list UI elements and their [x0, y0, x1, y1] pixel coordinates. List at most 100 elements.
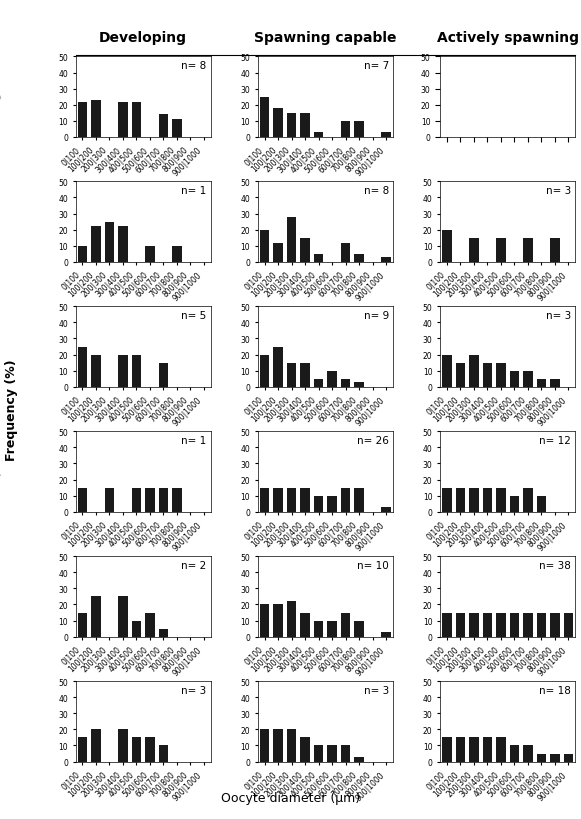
Bar	[550, 379, 560, 387]
Bar	[469, 613, 479, 637]
Bar	[274, 109, 283, 138]
Bar	[442, 230, 451, 263]
Bar	[314, 379, 324, 387]
Text: Developing: Developing	[99, 31, 187, 45]
Bar	[159, 488, 168, 512]
Bar	[260, 730, 270, 762]
Bar	[91, 355, 101, 387]
Bar	[131, 621, 141, 637]
Bar	[537, 379, 546, 387]
Bar	[523, 371, 533, 387]
Bar	[381, 507, 391, 512]
Bar	[91, 730, 101, 762]
Bar	[159, 629, 168, 637]
Bar	[469, 355, 479, 387]
Bar	[496, 363, 505, 387]
Bar	[314, 496, 324, 512]
Bar	[145, 613, 155, 637]
Bar	[564, 753, 573, 762]
Bar	[354, 382, 364, 387]
Bar	[354, 488, 364, 512]
Bar	[314, 133, 324, 138]
Bar	[483, 363, 492, 387]
Bar	[131, 102, 141, 138]
Bar	[327, 745, 337, 762]
Bar	[105, 488, 114, 512]
Bar	[496, 613, 505, 637]
Text: n= 8: n= 8	[364, 186, 389, 196]
Bar	[381, 133, 391, 138]
Bar	[354, 621, 364, 637]
Bar	[327, 496, 337, 512]
Bar	[77, 247, 87, 263]
Bar	[550, 613, 560, 637]
Bar	[118, 730, 127, 762]
Text: Dec/10: Dec/10	[0, 341, 1, 354]
Bar	[260, 604, 270, 637]
Text: n= 3: n= 3	[546, 186, 571, 196]
Bar	[442, 613, 451, 637]
Text: n= 5: n= 5	[181, 311, 206, 321]
Bar	[77, 102, 87, 138]
Bar	[483, 738, 492, 762]
Text: Frequency (%): Frequency (%)	[5, 359, 18, 460]
Bar	[91, 597, 101, 637]
Bar	[105, 222, 114, 263]
Bar	[442, 488, 451, 512]
Bar	[274, 488, 283, 512]
Text: n= 10: n= 10	[357, 560, 389, 570]
Bar	[456, 363, 465, 387]
Bar	[523, 613, 533, 637]
Bar	[145, 488, 155, 512]
Text: n= 1: n= 1	[181, 186, 206, 196]
Bar	[456, 738, 465, 762]
Bar	[442, 355, 451, 387]
Text: Mar/11: Mar/11	[0, 715, 1, 728]
Bar	[77, 613, 87, 637]
Bar	[159, 115, 168, 138]
Text: n= 3: n= 3	[546, 311, 571, 321]
Bar	[287, 218, 296, 263]
Bar	[300, 238, 310, 263]
Bar	[442, 738, 451, 762]
Bar	[131, 355, 141, 387]
Text: n= 18: n= 18	[539, 686, 571, 695]
Bar	[300, 488, 310, 512]
Bar	[469, 238, 479, 263]
Bar	[564, 613, 573, 637]
Text: n= 12: n= 12	[539, 436, 571, 446]
Bar	[469, 738, 479, 762]
Bar	[300, 613, 310, 637]
Bar	[354, 122, 364, 138]
Bar	[510, 371, 519, 387]
Bar	[77, 738, 87, 762]
Text: Oocyte diameter (µm): Oocyte diameter (µm)	[221, 791, 360, 804]
Bar	[172, 247, 181, 263]
Bar	[456, 488, 465, 512]
Text: n= 9: n= 9	[364, 311, 389, 321]
Bar	[341, 488, 350, 512]
Bar	[314, 255, 324, 263]
Bar	[496, 238, 505, 263]
Bar	[287, 488, 296, 512]
Bar	[287, 363, 296, 387]
Text: Oct/10: Oct/10	[0, 91, 1, 104]
Bar	[510, 496, 519, 512]
Bar	[327, 621, 337, 637]
Bar	[381, 632, 391, 637]
Text: n= 7: n= 7	[364, 61, 389, 71]
Bar	[510, 613, 519, 637]
Bar	[537, 496, 546, 512]
Text: n= 3: n= 3	[181, 686, 206, 695]
Bar	[314, 745, 324, 762]
Text: Spawning capable: Spawning capable	[254, 31, 397, 45]
Bar	[496, 488, 505, 512]
Bar	[483, 488, 492, 512]
Bar	[274, 604, 283, 637]
Bar	[341, 613, 350, 637]
Bar	[314, 621, 324, 637]
Bar	[354, 757, 364, 762]
Bar	[341, 122, 350, 138]
Bar	[287, 601, 296, 637]
Bar	[260, 97, 270, 138]
